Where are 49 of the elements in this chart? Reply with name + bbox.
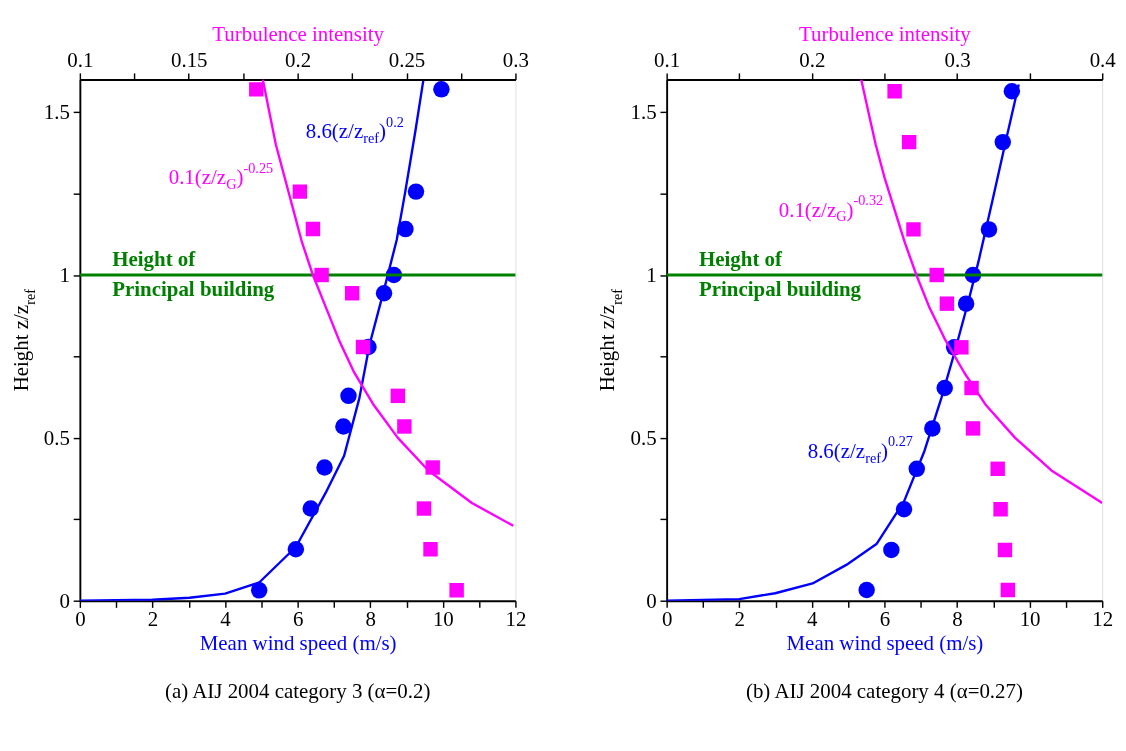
point — [316, 459, 333, 476]
x-tick-label: 4 — [220, 606, 232, 631]
y-tick-label: 0 — [646, 588, 657, 613]
x-tick-label: 8 — [365, 606, 376, 631]
x2-tick-label: 0.1 — [654, 47, 681, 72]
x-axis-title: Mean wind speed (m/s) — [786, 630, 984, 655]
x-tick-label: 12 — [505, 606, 527, 631]
y-tick-label: 0.5 — [43, 426, 70, 450]
point — [340, 387, 357, 405]
x-tick-label: 4 — [807, 606, 819, 631]
x-axis-title: Mean wind speed (m/s) — [199, 630, 397, 655]
x2-tick-label: 0.4 — [1089, 47, 1117, 72]
x2-tick-label: 0.2 — [285, 47, 312, 72]
x-tick-label: 2 — [147, 606, 159, 631]
x-tick-label: 6 — [879, 606, 891, 631]
y-tick-label: 1 — [59, 263, 70, 288]
x2-axis-title: Turbulence intensity — [212, 22, 385, 47]
point — [858, 581, 875, 599]
x-tick-label: 6 — [292, 606, 304, 631]
y-tick-label: 0.5 — [630, 426, 657, 450]
ref-line-label: Height of Principal building — [698, 247, 862, 301]
y-tick-label: 1 — [646, 263, 657, 288]
point — [407, 183, 425, 200]
point — [433, 81, 450, 98]
y-tick-label: 0 — [59, 588, 70, 613]
x-tick-label: 0 — [75, 606, 86, 631]
point — [883, 541, 900, 559]
text: (b) AIJ 2004 category 4 (α=0.27) — [745, 678, 1023, 703]
x2-tick-label: 0.3 — [502, 47, 529, 72]
text: (a) AIJ 2004 category 3 (α=0.2) — [164, 678, 431, 703]
x2-tick-label: 0.3 — [944, 47, 971, 72]
x-tick-label: 12 — [1092, 606, 1114, 631]
y-tick-label: 1.5 — [43, 100, 70, 125]
point — [250, 582, 268, 599]
x2-axis-title: Turbulence intensity — [799, 22, 972, 47]
ref-line-label: Height of Principal building — [112, 247, 275, 301]
x-tick-label: 2 — [734, 606, 745, 631]
y-axis-title: Height z/zref — [8, 288, 39, 392]
y-axis-title: Height z/zref — [595, 288, 625, 392]
x-tick-label: 10 — [1019, 606, 1041, 631]
x-tick-label: 10 — [432, 606, 454, 631]
x2-tick-label: 0.1 — [67, 47, 94, 72]
line-series — [666, 83, 1020, 601]
x2-tick-label: 0.2 — [799, 47, 826, 72]
x2-tick-label: 0.25 — [388, 47, 426, 72]
point — [335, 418, 352, 435]
y-tick-label: 1.5 — [630, 100, 657, 125]
x2-tick-label: 0.15 — [170, 47, 208, 72]
x-tick-label: 8 — [952, 606, 963, 631]
